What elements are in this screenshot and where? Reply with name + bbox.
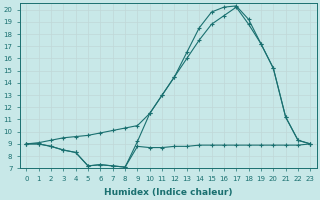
X-axis label: Humidex (Indice chaleur): Humidex (Indice chaleur): [104, 188, 233, 197]
